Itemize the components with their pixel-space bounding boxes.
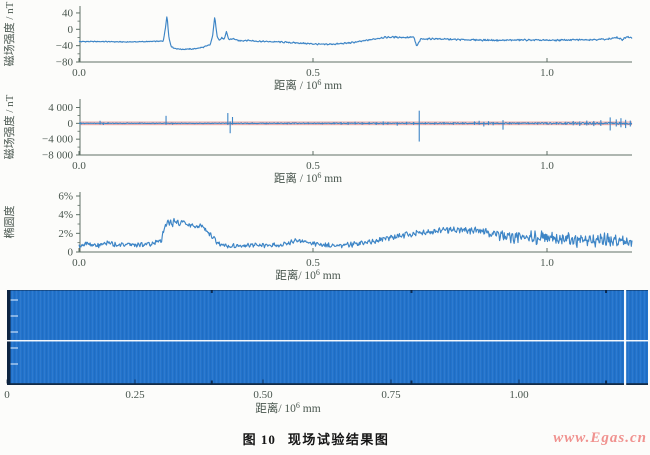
band-vertical-white-line	[623, 290, 627, 385]
svg-text:0.5: 0.5	[306, 160, 320, 172]
svg-text:0: 0	[68, 118, 74, 130]
x-axis-ticks: 0.0 0.5 1.0	[72, 151, 554, 172]
svg-text:1.0: 1.0	[540, 67, 554, 79]
svg-text:0: 0	[68, 247, 74, 259]
svg-text:2%: 2%	[58, 228, 73, 240]
svg-text:0.0: 0.0	[72, 257, 86, 269]
band-bottom-axis	[7, 383, 648, 385]
panel-magnetic-field-profile: 40 0 −40 −800.0 0.5 1.0 磁场强度 / nT 距离 / 106 mm	[2, 1, 633, 92]
impulse-spikes	[80, 110, 631, 142]
svg-text:0.0: 0.0	[72, 67, 86, 79]
band-horizontal-white-line	[7, 339, 648, 342]
figure-caption: 图 10 现场试验结果图	[0, 429, 632, 448]
x-axis-label: 距离 / 106 mm	[274, 78, 342, 92]
svg-text:−40: −40	[56, 40, 74, 52]
svg-text:4%: 4%	[58, 209, 73, 221]
y-axis-label: 磁场强度 / nT	[2, 94, 16, 159]
svg-text:−80: −80	[56, 57, 74, 69]
svg-text:0.5: 0.5	[306, 257, 320, 269]
y-axis-ticks: 40 0 −40 −80	[56, 7, 80, 69]
svg-text:−4 000: −4 000	[42, 134, 73, 146]
svg-text:40: 40	[62, 7, 74, 19]
x-axis-label: 距离 / 106 mm	[274, 171, 342, 185]
svg-text:−8 000: −8 000	[42, 150, 73, 162]
svg-text:6%: 6%	[58, 191, 73, 203]
bscan-image	[7, 290, 648, 385]
panel-bscan-band: 0 0.25 0.50 0.75 1.00 距离/ 106 mm	[4, 290, 648, 415]
y-axis-ticks: 6% 4% 2% 0	[58, 191, 80, 259]
svg-text:1.0: 1.0	[540, 257, 554, 269]
axes	[79, 6, 632, 63]
figure-number: 图 10	[242, 432, 276, 447]
threshold-lines	[81, 121, 632, 126]
x-axis-ticks: 0.0 0.5 1.0	[72, 248, 554, 269]
x-axis-ticks: 0.0 0.5 1.0	[72, 58, 554, 79]
watermark-text: www.Egas.cn	[553, 430, 647, 446]
svg-text:0.75: 0.75	[381, 389, 401, 401]
svg-text:0: 0	[68, 24, 74, 36]
svg-text:0: 0	[4, 389, 10, 401]
band-left-edge	[7, 290, 11, 385]
signal-trace	[78, 217, 633, 249]
svg-text:0.25: 0.25	[125, 389, 145, 401]
band-x-axis: 0 0.25 0.50 0.75 1.00	[4, 379, 529, 401]
y-axis-label: 磁场强度 / nT	[2, 1, 16, 66]
svg-text:1.0: 1.0	[540, 160, 554, 172]
svg-text:0.50: 0.50	[253, 389, 273, 401]
axes	[79, 99, 632, 156]
signal-trace	[78, 16, 633, 51]
figure-title: 现场试验结果图	[287, 432, 390, 447]
y-axis-ticks: 4 000 0 −4 000 −8 000	[42, 102, 80, 162]
svg-text:4 000: 4 000	[48, 102, 73, 114]
x-axis-label: 距离/ 106 mm	[275, 268, 340, 282]
svg-text:0.5: 0.5	[306, 67, 320, 79]
svg-text:1.00: 1.00	[509, 389, 529, 401]
x-axis-label: 距离/ 106 mm	[255, 401, 320, 415]
band-edge-marks	[210, 290, 608, 384]
band-inner-ticks	[10, 299, 18, 365]
svg-text:0.0: 0.0	[72, 160, 86, 172]
y-axis-label: 椭圆度	[2, 206, 16, 239]
